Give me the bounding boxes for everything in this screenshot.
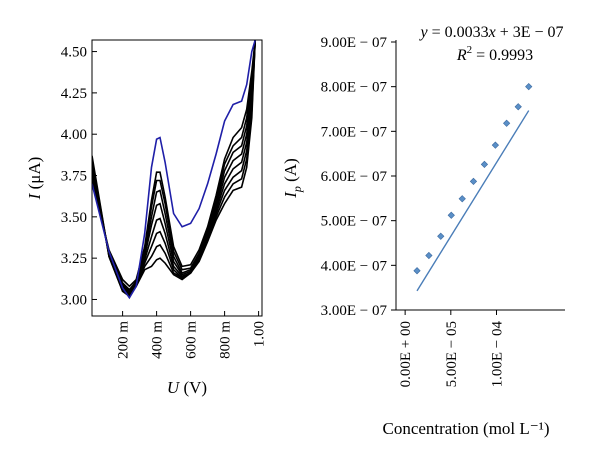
voltammogram-y-tick-label: 3.75 — [61, 169, 87, 185]
calibration-points — [413, 83, 533, 275]
voltammogram-series-1 — [92, 40, 256, 288]
voltammogram-series-4 — [92, 40, 256, 295]
voltammogram-y-tick-label: 3.00 — [61, 292, 87, 308]
calibration-y-axis-label: Ip (A) — [281, 158, 304, 199]
calibration-x-ticks: 0.00E + 00 5.00E − 05 1.00E − 04 — [398, 310, 505, 387]
voltammogram-y-tick-label: 3.50 — [61, 210, 87, 226]
voltammogram-x-ticks: 200 m 400 m 600 m 800 m 1.00 — [116, 311, 268, 359]
calibration-data-point — [525, 83, 533, 91]
calibration-data-point — [425, 251, 433, 260]
calibration-data-point — [437, 232, 445, 240]
calibration-x-axis-label: Concentration (mol L⁻¹) — [382, 419, 549, 438]
calibration-y-tick-label: 4.00E − 07 — [321, 258, 388, 274]
voltammogram-series-2 — [92, 40, 256, 291]
calibration-x-tick-label: 5.00E − 05 — [444, 321, 460, 387]
calibration-data-point — [491, 141, 500, 149]
calibration-x-tick-label: 0.00E + 00 — [398, 321, 414, 387]
calibration-y-tick-label: 7.00E − 07 — [321, 124, 388, 140]
voltammogram-x-tick-label: 1.00 — [252, 321, 268, 347]
voltammogram-series-group — [92, 40, 256, 300]
voltammogram-x-tick-label: 600 m — [184, 321, 200, 359]
calibration-y-tick-label: 8.00E − 07 — [321, 80, 388, 96]
voltammogram-y-tick-label: 4.25 — [61, 86, 87, 102]
voltammogram-y-tick-label: 3.25 — [61, 251, 87, 267]
voltammogram-x-tick-label: 800 m — [218, 321, 234, 359]
voltammogram-series-9 — [92, 40, 256, 300]
voltammogram-chart: 3.00 3.25 3.50 3.75 4.00 4.25 4.50 200 m 400 m 6… — [25, 39, 268, 397]
calibration-r-squared: R2 = 0.9993 — [456, 44, 533, 64]
calibration-data-point — [447, 211, 455, 219]
calibration-data-point — [480, 160, 489, 169]
calibration-y-tick-label: 9.00E − 07 — [321, 35, 388, 51]
calibration-data-point — [503, 119, 511, 127]
calibration-data-point — [458, 195, 466, 203]
calibration-data-point — [514, 103, 522, 111]
calibration-chart: 3.00E − 07 4.00E − 07 5.00E − 07 6.00E − 07… — [281, 24, 565, 438]
voltammogram-y-tick-label: 4.00 — [61, 127, 87, 143]
voltammogram-y-tick-label: 4.50 — [61, 45, 87, 61]
calibration-y-tick-label: 5.00E − 07 — [321, 214, 388, 230]
voltammogram-plot-frame — [91, 39, 263, 317]
calibration-data-point — [469, 177, 478, 185]
calibration-y-tick-label: 3.00E − 07 — [321, 303, 388, 319]
voltammogram-y-ticks: 3.00 3.25 3.50 3.75 4.00 4.25 4.50 — [61, 45, 97, 308]
calibration-trendline — [416, 110, 530, 292]
voltammogram-y-axis-label: I (μA) — [25, 157, 44, 201]
voltammogram-x-tick-label: 400 m — [150, 321, 166, 359]
calibration-data-point — [413, 267, 421, 275]
calibration-y-tick-label: 6.00E − 07 — [321, 169, 388, 185]
voltammogram-x-tick-label: 200 m — [116, 321, 132, 359]
calibration-y-ticks: 3.00E − 07 4.00E − 07 5.00E − 07 6.00E − 07… — [321, 35, 396, 319]
voltammogram-x-axis-label: U (V) — [167, 378, 207, 397]
calibration-equation: y = 0.0033x + 3E − 07 — [418, 24, 563, 41]
calibration-x-tick-label: 1.00E − 04 — [489, 321, 505, 388]
